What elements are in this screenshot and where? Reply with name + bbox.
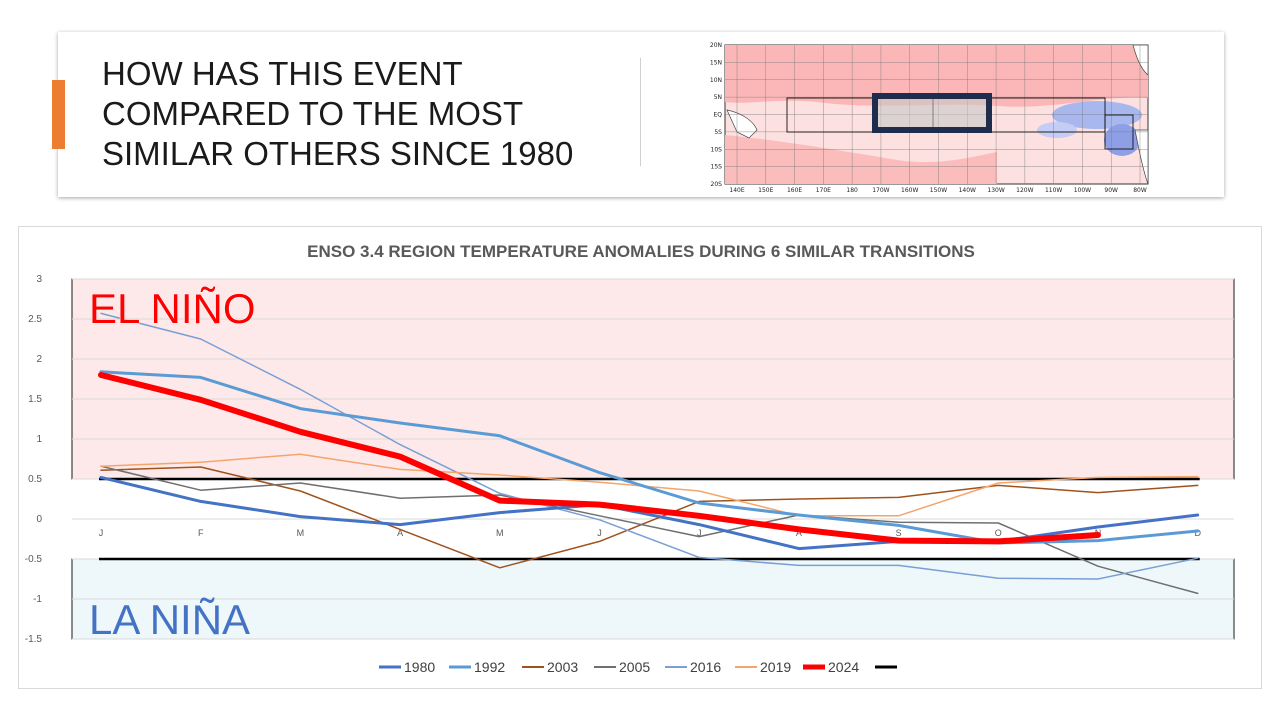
longitude-label: 140W [959, 187, 976, 194]
legend-label: 2016 [690, 659, 721, 675]
y-tick-label: 3 [36, 274, 42, 285]
cool-anomaly-patch [1104, 124, 1140, 156]
longitude-label: 180 [846, 187, 858, 194]
x-tick-label: O [995, 528, 1002, 538]
land-outline [1134, 129, 1149, 185]
legend-label: 1992 [474, 659, 505, 675]
enso-line-chart: ENSO 3.4 REGION TEMPERATURE ANOMALIES DU… [25, 242, 1235, 675]
y-axis-ticks: 3 2.5 2 1.5 1 0.5 0 -0.5 -1 -1.5 [25, 274, 43, 645]
slide-title: HOW HAS THIS EVENT COMPARED TO THE MOST … [102, 55, 574, 172]
x-tick-label: F [198, 528, 204, 538]
chart-title: ENSO 3.4 REGION TEMPERATURE ANOMALIES DU… [307, 242, 975, 261]
latitude-label: 20S [711, 181, 723, 188]
x-tick-label: M [297, 528, 305, 538]
title-divider [640, 58, 641, 166]
latitude-label: 10N [710, 77, 722, 84]
la-nina-label: LA NIÑA [89, 596, 250, 643]
x-tick-label: A [397, 528, 403, 538]
warm-anomaly-region-south [725, 135, 997, 184]
series-line-2024 [98, 372, 1101, 545]
y-tick-label: -1.5 [25, 634, 43, 645]
region-box-nino34 [872, 93, 992, 133]
warm-anomaly-region [725, 45, 1148, 107]
legend-label: 2019 [760, 659, 791, 675]
longitude-label: 100W [1074, 187, 1091, 194]
longitude-label: 170W [872, 187, 889, 194]
longitude-label: 140E [729, 187, 744, 194]
accent-bar [52, 80, 65, 149]
el-nino-label: EL NIÑO [89, 285, 255, 332]
legend: 1980 1992 2003 2005 2016 2019 2024 [379, 659, 897, 675]
y-tick-label: -0.5 [25, 554, 43, 565]
x-tick-label: S [896, 528, 902, 538]
latitude-label: 15S [711, 164, 723, 171]
series-line-2005 [100, 465, 1199, 595]
series-line-2016 [100, 312, 1199, 580]
x-tick-label: A [796, 528, 802, 538]
x-tick-label: J [597, 528, 602, 538]
longitude-label: 120W [1016, 187, 1033, 194]
latitude-labels: 20N 15N 10N 5N EQ 5S 10S 15S 20S [710, 42, 722, 188]
y-tick-label: 0.5 [28, 474, 42, 485]
chart-card: ENSO 3.4 REGION TEMPERATURE ANOMALIES DU… [18, 226, 1262, 689]
threshold-lines [99, 477, 1200, 561]
series-lines [98, 312, 1200, 595]
longitude-label: 160E [787, 187, 802, 194]
longitude-label: 160W [901, 187, 918, 194]
longitude-label: 90W [1104, 187, 1118, 194]
legend-label: 2003 [547, 659, 578, 675]
land-outline [1132, 44, 1149, 76]
y-tick-label: 2 [36, 354, 42, 365]
latitude-label: EQ [713, 112, 722, 119]
sst-anomaly-map: 20N 15N 10N 5N EQ 5S 10S 15S 20S 140E 150E 160E 170… [710, 42, 1149, 194]
legend-label: 1980 [404, 659, 435, 675]
y-tick-label: 1.5 [28, 394, 42, 405]
cool-anomaly-patch [1052, 101, 1142, 129]
region-box-nino12 [1104, 114, 1134, 150]
latitude-label: 5S [714, 129, 722, 136]
y-tick-label: 0 [36, 514, 42, 525]
longitude-label: 150W [930, 187, 947, 194]
x-tick-label: J [99, 528, 104, 538]
y-tick-label: -1 [33, 594, 42, 605]
y-tick-label: 1 [36, 434, 42, 445]
y-tick-label: 2.5 [28, 314, 42, 325]
land-outline [726, 109, 758, 139]
longitude-label: 150E [758, 187, 773, 194]
legend-label: 2005 [619, 659, 650, 675]
cool-anomaly-patch [1037, 122, 1077, 138]
x-tick-label: J [697, 528, 702, 538]
latitude-label: 20N [710, 42, 722, 49]
latitude-label: 15N [710, 59, 722, 66]
longitude-label: 80W [1133, 187, 1147, 194]
longitude-label: 170E [816, 187, 831, 194]
longitude-label: 130W [987, 187, 1004, 194]
series-line-2003 [100, 466, 1199, 569]
latitude-label: 10S [711, 146, 723, 153]
latitude-label: 5N [714, 94, 722, 101]
el-nino-band [71, 278, 1235, 480]
longitude-label: 110W [1045, 187, 1062, 194]
longitude-labels: 140E 150E 160E 170E 180 170W 160W 150W 140W 130W 1… [729, 187, 1146, 194]
legend-label: 2024 [828, 659, 859, 675]
x-tick-label: D [1194, 528, 1201, 538]
x-tick-label: M [496, 528, 504, 538]
